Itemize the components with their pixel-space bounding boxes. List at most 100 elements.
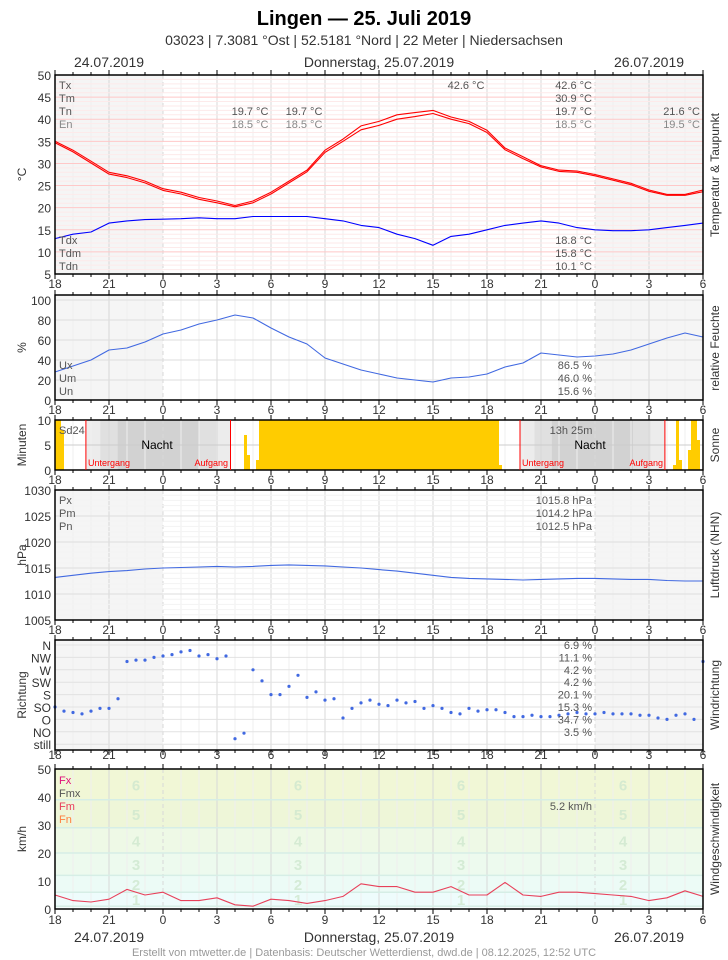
sunshine-bar <box>679 460 682 470</box>
y-axis-label: Minuten <box>15 424 29 467</box>
direction-point <box>683 712 687 716</box>
x-tick-label: 21 <box>534 748 548 762</box>
annotation-max: 42.6 °C <box>448 80 485 92</box>
x-tick-label: 3 <box>214 913 221 927</box>
chart-subtitle: 03023 | 7.3081 °Ost | 52.5181 °Nord | 22… <box>165 32 563 48</box>
stat-en: 18.5 °C <box>555 119 592 131</box>
direction-point <box>71 710 75 715</box>
y-tick-label: 20 <box>38 374 52 388</box>
x-tick-label: 21 <box>534 913 548 927</box>
x-tick-label: 18 <box>480 277 494 291</box>
y-tick-label: 15 <box>38 224 52 238</box>
temperature-legend: Tx Tm Tn En Tdx Tdm Tdn 42.6 °C 30.9 °C … <box>59 80 700 273</box>
y-tick-label: 60 <box>38 334 52 348</box>
direction-point <box>638 713 642 717</box>
x-tick-label: 15 <box>426 277 440 291</box>
legend-tm: Tm <box>59 93 75 105</box>
direction-point <box>413 699 417 704</box>
direction-point <box>530 713 534 717</box>
sunshine-bar <box>688 450 691 470</box>
x-tick-label: 6 <box>700 473 707 487</box>
y-tick-label: NW <box>31 651 52 665</box>
beaufort-label: 5 <box>619 807 627 824</box>
beaufort-label: 6 <box>294 777 302 794</box>
direction-point <box>278 693 282 697</box>
annotation-min1-en: 18.5 °C <box>232 119 269 131</box>
direction-point <box>521 715 525 719</box>
beaufort-label: 4 <box>294 833 303 850</box>
direction-point <box>494 708 498 712</box>
stat-ux: 86.5 % <box>558 360 592 372</box>
x-tick-label: 0 <box>160 403 167 417</box>
y-axis-label: hPa <box>15 544 29 566</box>
beaufort-label: 1 <box>457 892 465 909</box>
direction-point <box>647 713 651 717</box>
beaufort-label: 1 <box>132 892 140 909</box>
direction-point <box>251 668 255 672</box>
direction-point <box>404 701 408 705</box>
x-tick-label: 12 <box>372 473 386 487</box>
x-tick-label: 3 <box>214 473 221 487</box>
y-tick-label: 10 <box>38 246 52 260</box>
direction-point <box>656 716 660 720</box>
x-tick-label: 12 <box>372 277 386 291</box>
beaufort-label: 4 <box>619 833 628 850</box>
direction-point <box>170 653 174 657</box>
y-tick-label: 1025 <box>24 510 51 524</box>
y-tick-label: W <box>40 664 52 678</box>
direction-point <box>602 710 606 715</box>
y-tick-label: 1005 <box>24 614 51 628</box>
beaufort-label: 2 <box>619 877 627 894</box>
direction-frequency: 4.2 % <box>564 677 592 689</box>
x-tick-label: 6 <box>268 748 275 762</box>
humidity-legend: Ux Um Un 86.5 % 46.0 % 15.6 % <box>59 360 592 398</box>
sunshine-bar <box>55 420 61 470</box>
beaufort-label: 1 <box>619 892 627 909</box>
y-tick-label: 1010 <box>24 588 51 602</box>
x-tick-label: 9 <box>322 913 329 927</box>
panel-right-label: Sonne <box>708 427 722 462</box>
stat-fm: 5.2 km/h <box>550 801 592 813</box>
x-tick-label: 18 <box>480 623 494 637</box>
direction-point <box>341 716 345 720</box>
legend-px: Px <box>59 495 72 507</box>
plot-frame <box>54 419 704 471</box>
x-tick-label: 6 <box>700 403 707 417</box>
x-tick-label: 15 <box>426 748 440 762</box>
panel-right-label: relative Feuchte <box>708 305 722 391</box>
beaufort-label: 3 <box>619 857 627 874</box>
direction-point <box>260 679 264 683</box>
direction-point <box>467 706 471 710</box>
annotation-min2-tn: 19.7 °C <box>286 106 323 118</box>
y-tick-label: 100 <box>31 294 51 308</box>
direction-point <box>512 715 516 719</box>
direction-point <box>503 710 507 715</box>
x-tick-label: 18 <box>480 403 494 417</box>
x-tick-label: 3 <box>646 748 653 762</box>
y-tick-label: 10 <box>38 414 52 428</box>
direction-point <box>449 710 453 715</box>
y-tick-label: 5 <box>44 268 51 282</box>
x-tick-label: 0 <box>592 913 599 927</box>
x-tick-label: 18 <box>48 623 62 637</box>
direction-point <box>620 712 624 716</box>
x-tick-label: 12 <box>372 913 386 927</box>
x-tick-label: 0 <box>160 748 167 762</box>
annotation-next-tn: 21.6 °C <box>663 106 700 118</box>
direction-point <box>242 731 246 735</box>
direction-point <box>395 698 399 702</box>
sunshine-bar <box>244 435 247 470</box>
legend-um: Um <box>59 373 76 385</box>
y-tick-label: O <box>42 713 51 727</box>
x-tick-label: 6 <box>268 913 275 927</box>
y-tick-label: 80 <box>38 314 52 328</box>
direction-point <box>692 717 696 722</box>
pressure-line <box>54 564 703 582</box>
x-tick-label: 18 <box>48 473 62 487</box>
sun-sd24-label: Sd24 <box>59 425 85 437</box>
wind-speed-line <box>54 881 704 907</box>
x-tick-label: 0 <box>592 277 599 291</box>
y-tick-label: 1015 <box>24 562 51 576</box>
direction-frequency: 11.1 % <box>559 652 593 664</box>
beaufort-label: 1 <box>294 892 302 909</box>
